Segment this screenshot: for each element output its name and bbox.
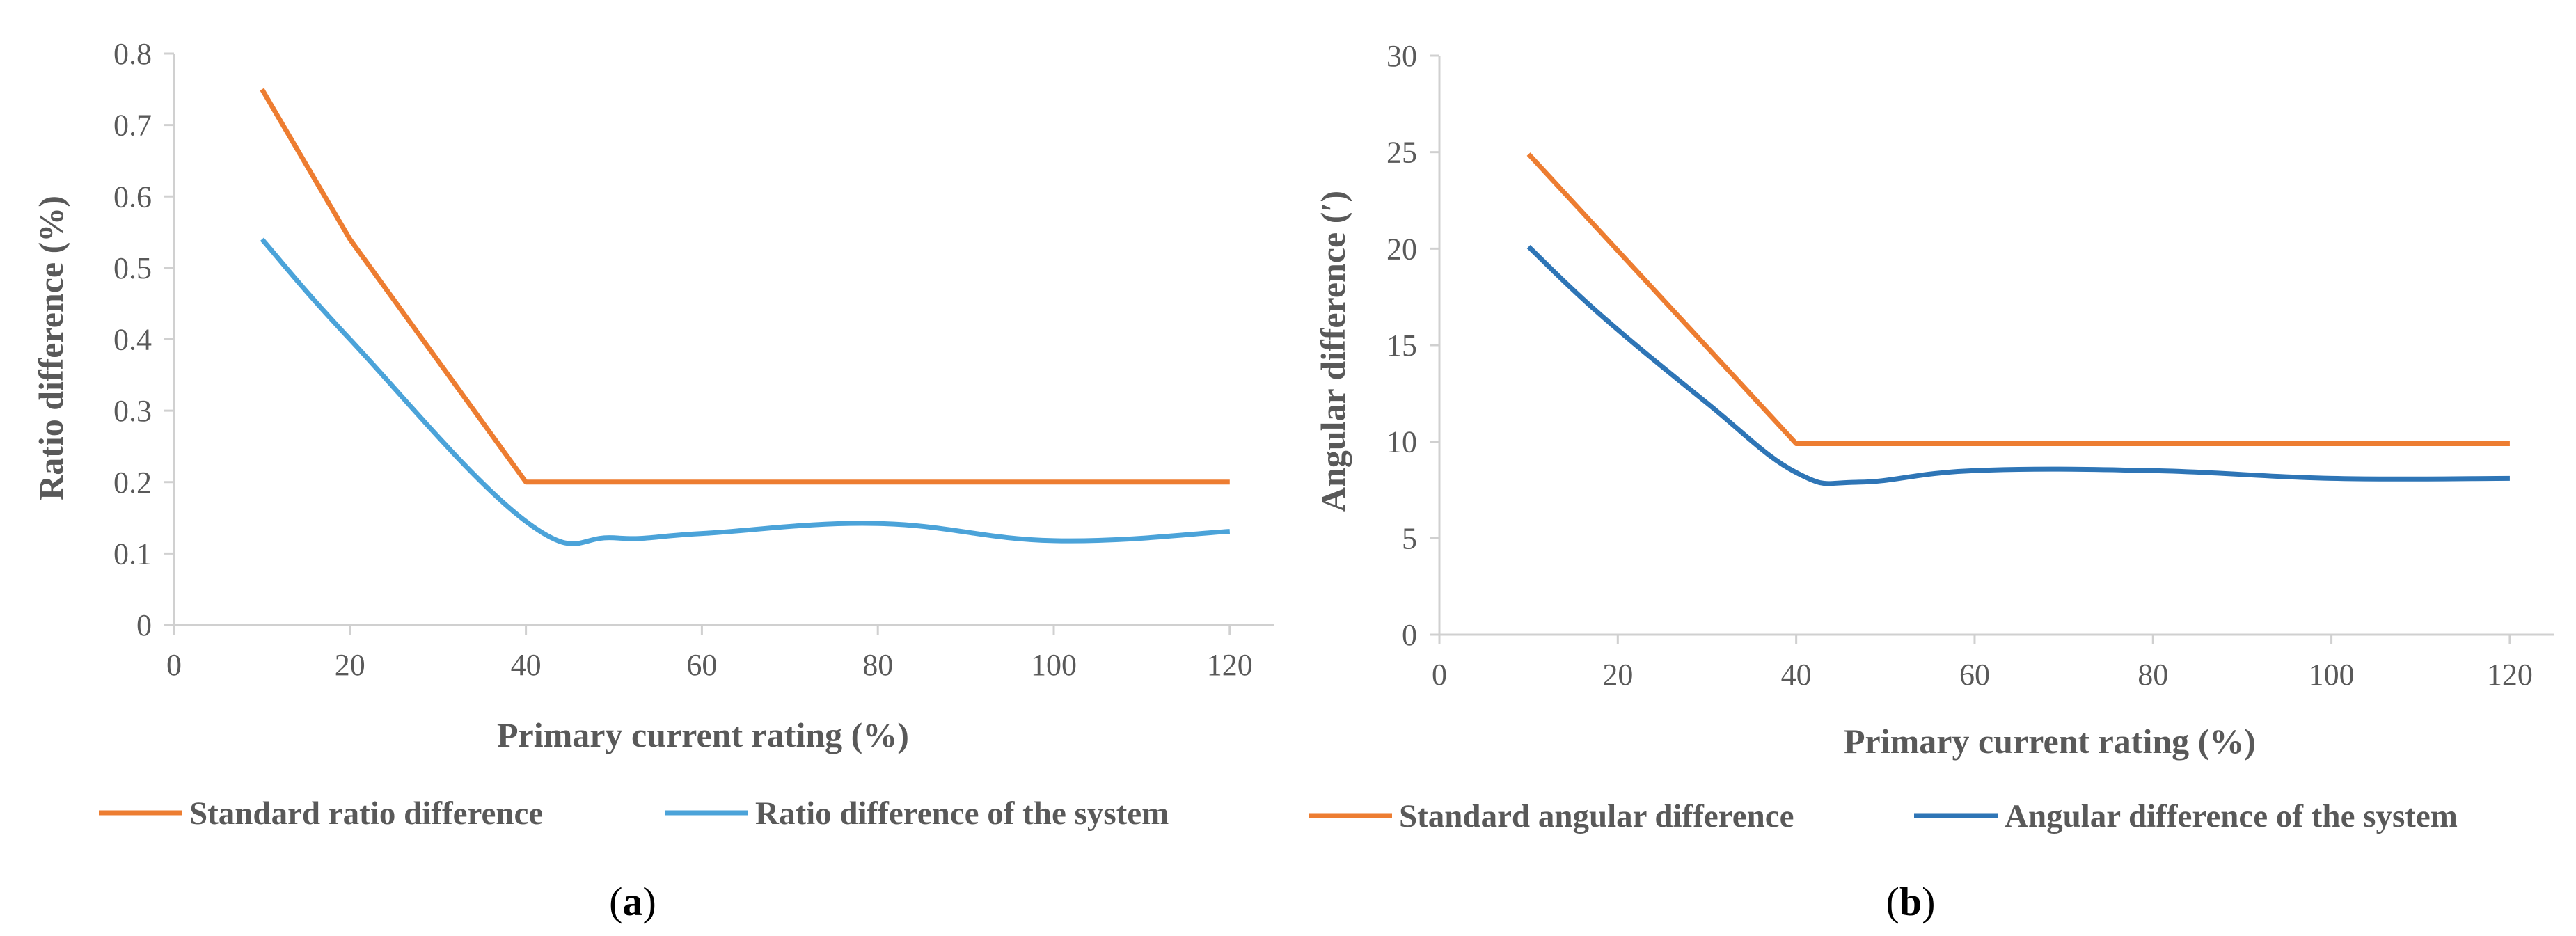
chart-a-x-tick-label: 20 (335, 648, 365, 682)
chart-a-y-tick-label: 0.3 (113, 394, 152, 428)
chart-b-y-tick-labels: 0 5 10 15 20 25 30 (1386, 39, 1417, 652)
chart-panel-a: 0 0.1 0.2 0.3 0.4 0.5 0.6 0.7 0.8 0 20 40 60 80 100 12… (31, 37, 1274, 924)
chart-b-axes (1430, 54, 2554, 644)
chart-b-y-tick-label: 15 (1386, 328, 1417, 363)
chart-a-series-line-0 (260, 88, 1230, 485)
chart-b-x-tick-label: 100 (2309, 658, 2355, 692)
chart-b-y-tick-label: 10 (1386, 425, 1417, 459)
chart-b-x-tick-label: 40 (1781, 658, 1812, 692)
chart-a-x-tick-label: 60 (686, 648, 717, 682)
chart-a-y-tick-label: 0.7 (113, 109, 152, 143)
chart-b-x-axis-title: Primary current rating (%) (1844, 722, 2256, 761)
chart-a-y-tick-label: 0.5 (113, 251, 152, 285)
chart-a-y-tick-label: 0.6 (113, 180, 152, 214)
chart-a-x-tick-label: 40 (511, 648, 542, 682)
chart-a-y-tick-labels: 0 0.1 0.2 0.3 0.4 0.5 0.6 0.7 0.8 (113, 37, 152, 642)
chart-b-x-tick-label: 20 (1602, 658, 1633, 692)
panel-label-b: (b) (1886, 879, 1936, 924)
chart-b-x-tick-label: 80 (2138, 658, 2168, 692)
chart-a-y-axis-title: Ratio difference (%) (31, 196, 70, 500)
chart-b-x-tick-label: 0 (1432, 658, 1447, 692)
legend-label-standard-ratio: Standard ratio difference (189, 795, 543, 832)
chart-b-x-tick-labels: 0 20 40 60 80 100 120 (1432, 658, 2533, 692)
chart-b-x-tick-label: 120 (2487, 658, 2533, 692)
chart-b-y-axis-title: Angular difference (′) (1313, 191, 1352, 512)
chart-a-y-tick-label: 0.8 (113, 37, 152, 71)
chart-a-y-tick-label: 0.4 (113, 323, 152, 357)
chart-a-legend: Standard ratio difference Ratio differen… (99, 795, 1169, 832)
chart-a-x-tick-label: 100 (1031, 648, 1077, 682)
chart-a-series-line-1 (260, 237, 1230, 546)
chart-a-x-tick-label: 80 (862, 648, 893, 682)
chart-b-series-group (1526, 152, 2510, 486)
chart-b-legend: Standard angular difference Angular diff… (1309, 798, 2458, 834)
chart-b-y-tick-label: 30 (1386, 39, 1417, 73)
chart-a-y-tick-label: 0.1 (113, 537, 152, 571)
legend-label-standard-angular: Standard angular difference (1399, 798, 1794, 834)
chart-a-y-tick-label: 0 (136, 608, 152, 642)
chart-a-x-tick-labels: 0 20 40 60 80 100 120 (166, 648, 1253, 682)
legend-label-system-ratio: Ratio difference of the system (755, 795, 1169, 832)
chart-b-x-tick-label: 60 (1959, 658, 1990, 692)
panel-label-a: (a) (609, 879, 656, 924)
legend-label-system-angular: Angular difference of the system (2005, 798, 2458, 834)
chart-a-series-group (260, 88, 1230, 546)
chart-b-y-tick-label: 20 (1386, 232, 1417, 266)
chart-a-axes (164, 52, 1274, 635)
chart-b-series-line-0 (1526, 152, 2510, 446)
chart-b-y-tick-label: 5 (1402, 521, 1417, 555)
chart-a-y-tick-label: 0.2 (113, 466, 152, 500)
chart-panel-b: 0 5 10 15 20 25 30 0 20 40 60 80 100 120 Primary cur… (1309, 39, 2554, 924)
chart-a-x-tick-label: 120 (1207, 648, 1253, 682)
chart-b-series-line-1 (1526, 245, 2510, 486)
chart-a-x-tick-label: 0 (166, 648, 182, 682)
chart-a-x-axis-title: Primary current rating (%) (497, 715, 909, 754)
chart-b-y-tick-label: 25 (1386, 136, 1417, 170)
chart-b-y-tick-label: 0 (1402, 618, 1417, 652)
